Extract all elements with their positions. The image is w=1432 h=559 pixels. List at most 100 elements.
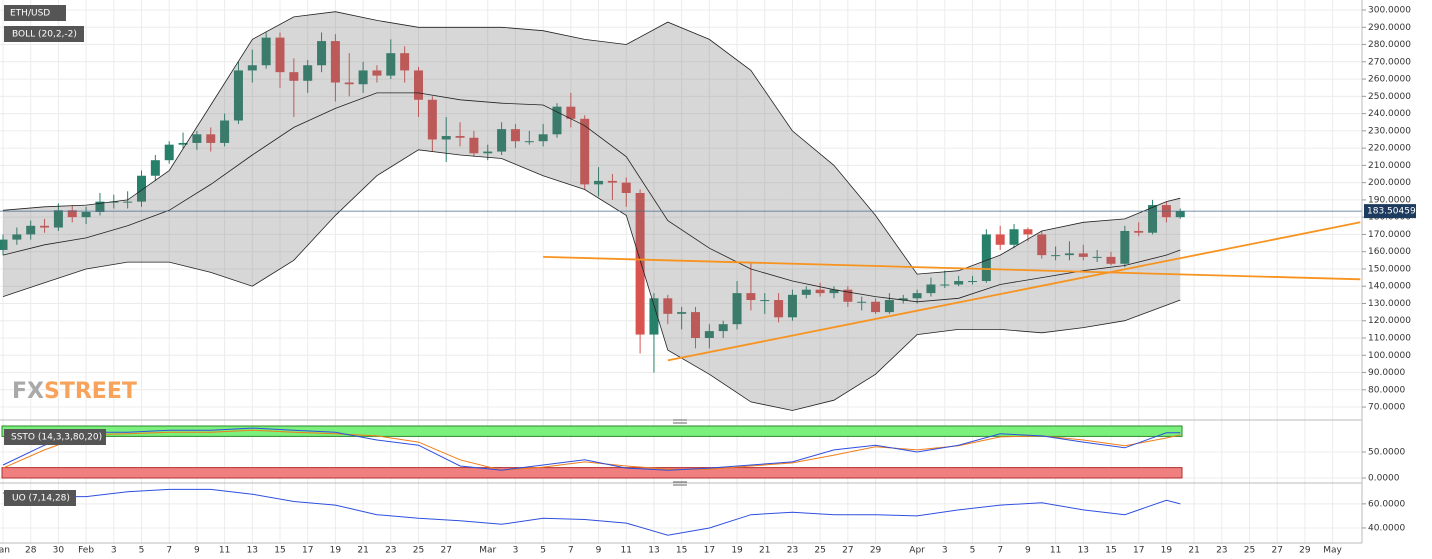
x-tick-label: 13 xyxy=(247,546,258,556)
x-tick-label: 30 xyxy=(53,546,65,556)
y-tick-label: 80.0000 xyxy=(1368,385,1405,395)
y-tick-label: 260.0000 xyxy=(1368,75,1411,85)
stochastic-bands xyxy=(1,425,1183,479)
x-tick-label: 11 xyxy=(219,546,230,556)
y-tick-label: 240.0000 xyxy=(1368,109,1411,119)
y-tick-label: 300.0000 xyxy=(1368,6,1411,16)
y-tick-label: 70.0000 xyxy=(1368,403,1405,413)
trendline xyxy=(543,256,1361,281)
x-tick-label: 5 xyxy=(970,546,976,556)
candle-body xyxy=(774,300,784,318)
indicator-label: SSTO (14,3,3,80,20) xyxy=(11,433,102,443)
candle-body xyxy=(330,41,340,83)
y-tick-label: 210.0000 xyxy=(1368,161,1411,171)
candle-body xyxy=(178,142,188,145)
x-tick-label: 19 xyxy=(1161,546,1173,556)
x-tick-label: 9 xyxy=(596,546,602,556)
candle-body xyxy=(81,211,91,218)
x-tick-label: 3 xyxy=(942,546,948,556)
candle-body xyxy=(289,72,299,81)
price-tag xyxy=(1364,204,1416,219)
candle-body xyxy=(621,182,631,193)
candle-body xyxy=(220,120,230,143)
uo-line xyxy=(2,488,1181,536)
price-tag-label: 183.50459 xyxy=(1367,207,1416,217)
candle-body xyxy=(303,65,313,81)
oversold-zone xyxy=(1,467,1183,479)
candle-body xyxy=(400,53,410,71)
candle-body xyxy=(871,301,881,313)
candle-body xyxy=(898,298,908,301)
x-tick-label: 5 xyxy=(139,546,145,556)
candle-body xyxy=(566,106,576,119)
x-tick-label: 15 xyxy=(676,546,687,556)
candle-body xyxy=(787,294,797,318)
candle-body xyxy=(192,134,202,143)
y-tick-label: 160.0000 xyxy=(1368,247,1411,257)
x-tick-label: 19 xyxy=(731,546,743,556)
x-tick-label: 9 xyxy=(1025,546,1031,556)
x-tick-label: 7 xyxy=(568,546,574,556)
y-tick-label: 110.0000 xyxy=(1368,334,1411,344)
candle-body xyxy=(649,298,659,335)
candle-body xyxy=(206,134,216,143)
y-tick-label: 130.0000 xyxy=(1368,299,1411,309)
logo-left: FX xyxy=(12,379,44,404)
x-tick-label: 21 xyxy=(357,546,368,556)
x-tick-label: 5 xyxy=(540,546,546,556)
x-tick-label: 29 xyxy=(870,546,882,556)
y-tick-label: 190.0000 xyxy=(1368,195,1411,205)
candle-body xyxy=(1051,255,1061,257)
candle-body xyxy=(441,136,451,140)
x-tick-label: 7 xyxy=(166,546,172,556)
candle-body xyxy=(386,53,396,76)
x-tick-label: 17 xyxy=(704,546,715,556)
candle-body xyxy=(510,129,520,142)
y-tick-label: 150.0000 xyxy=(1368,264,1411,274)
y-tick-label: 270.0000 xyxy=(1368,57,1411,67)
candle-body xyxy=(995,234,1005,245)
bollinger-middle xyxy=(2,92,1181,303)
x-tick-label: 11 xyxy=(1050,546,1061,556)
candle-body xyxy=(1106,256,1116,264)
bollinger-lower xyxy=(2,149,1181,411)
candle-body xyxy=(677,312,687,314)
candle-body xyxy=(1092,256,1102,258)
resize-handle[interactable] xyxy=(673,481,687,486)
x-tick-label: 28 xyxy=(25,546,37,556)
candle-body xyxy=(538,134,548,142)
x-tick-label: 17 xyxy=(302,546,313,556)
candle-body xyxy=(1175,211,1185,218)
candle-body xyxy=(1064,253,1074,256)
x-tick-label: Feb xyxy=(78,546,94,556)
resize-handle[interactable] xyxy=(673,419,687,424)
label-box xyxy=(4,5,66,21)
candle-body xyxy=(469,137,479,154)
candle-body xyxy=(981,234,991,282)
candle-body xyxy=(552,106,562,135)
x-tick-label: 25 xyxy=(814,546,825,556)
x-tick-label: 17 xyxy=(1133,546,1144,556)
candle-body xyxy=(53,210,63,228)
label-box xyxy=(4,429,106,445)
candle-body xyxy=(1037,234,1047,256)
candle-body xyxy=(1148,205,1158,233)
candle-body xyxy=(732,293,742,325)
bollinger-upper xyxy=(2,11,1181,275)
y-tick-label: 100.0000 xyxy=(1368,351,1411,361)
y-tick-label: 200.0000 xyxy=(1368,178,1411,188)
overbought-zone xyxy=(1,425,1183,437)
y-tick-label: 50.0000 xyxy=(1368,448,1405,458)
candle-body xyxy=(247,65,257,71)
x-tick-label: 15 xyxy=(1105,546,1116,556)
y-tick-label: 290.0000 xyxy=(1368,23,1411,33)
x-tick-label: 13 xyxy=(648,546,659,556)
candle-body xyxy=(580,118,590,185)
y-tick-label: 0.0000 xyxy=(1368,474,1400,484)
logo: FXSTREET xyxy=(12,379,137,404)
candle-body xyxy=(455,136,465,138)
x-tick-label: 3 xyxy=(111,546,117,556)
candle-body xyxy=(940,284,950,286)
candle-body xyxy=(691,312,700,339)
